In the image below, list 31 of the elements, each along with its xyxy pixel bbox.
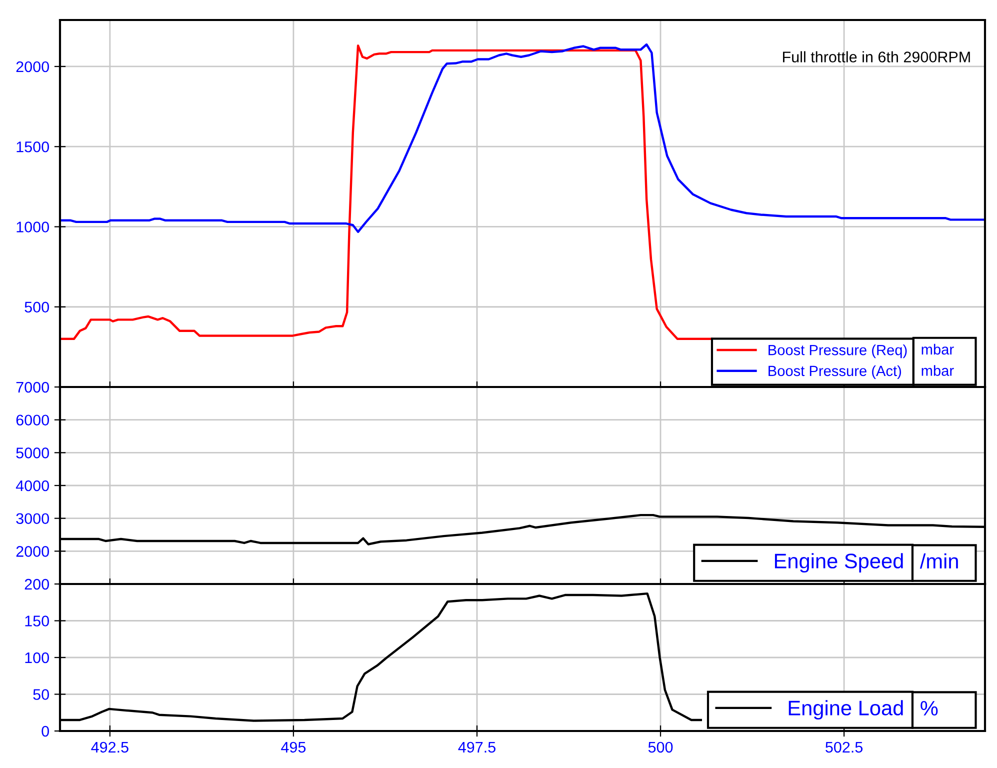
legend-label: Engine Load: [788, 700, 903, 720]
line-series: [60, 43, 985, 233]
y-tick-label: 150: [25, 616, 49, 626]
line-series: [60, 44, 714, 340]
y-tick-label: 50: [33, 689, 49, 700]
y-tick-label: 200: [24, 578, 49, 590]
legend-label: Boost Pressure (Act): [768, 365, 902, 379]
y-tick-label: 4000: [16, 480, 49, 492]
annotation: Full throttle in 6th 2900RPM: [783, 51, 970, 62]
y-axis-title: /min: [920, 553, 958, 569]
y-tick-label: 5000: [16, 448, 49, 458]
y-tick-label: 6000: [16, 414, 49, 426]
x-tick-label: 500: [648, 742, 673, 753]
y-tick-label: 3000: [16, 513, 49, 524]
y-tick-label: 1500: [16, 141, 49, 152]
y-axis-title: mbar: [922, 344, 954, 355]
legend-label: Engine Speed: [774, 553, 903, 573]
x-tick-label: 492.5: [91, 742, 128, 753]
x-tick-label: 495: [281, 742, 306, 753]
text: mbar: [922, 365, 954, 376]
legend-label: Boost Pressure (Req): [768, 344, 907, 358]
y-tick-label: 500: [24, 302, 49, 313]
x-tick-label: 497.5: [458, 742, 496, 753]
y-tick-label: 2000: [16, 546, 49, 557]
y-tick-label: 2000: [16, 61, 49, 72]
y-tick-label: 1000: [16, 222, 49, 232]
y-axis-title: %: [920, 700, 938, 716]
y-tick-label: 100: [25, 652, 49, 664]
y-tick-label: 0: [42, 726, 49, 737]
y-tick-label: 7000: [16, 382, 49, 393]
x-tick-label: 502.5: [826, 742, 863, 753]
